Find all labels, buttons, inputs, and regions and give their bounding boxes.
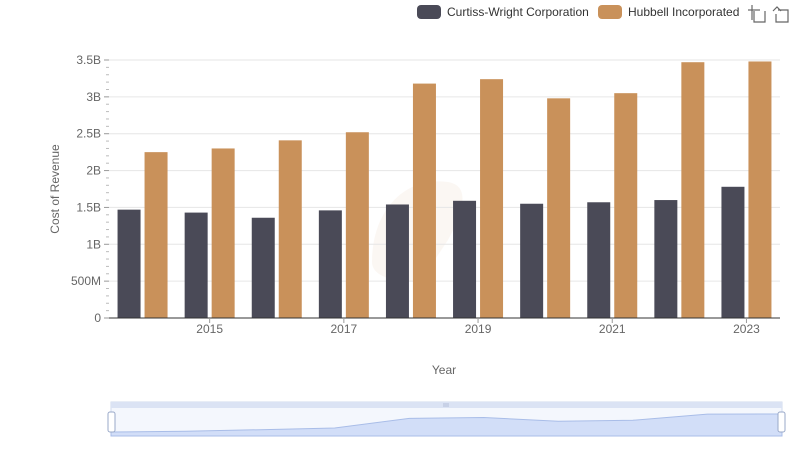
grid: [109, 59, 780, 282]
legend-label-hubbell: Hubbell Incorporated: [628, 5, 739, 19]
y-tick-label: 3.5B: [76, 53, 101, 67]
axes: [104, 59, 780, 323]
restore-arrow-icon[interactable]: [772, 6, 789, 23]
x-tick-label: 2021: [599, 322, 626, 336]
bar-hubbell-2016: [278, 140, 302, 318]
bar-hubbell-2015: [211, 148, 235, 318]
legend-item-curtiss-wright[interactable]: Curtiss-Wright Corporation: [417, 5, 589, 19]
y-tick-label: 1B: [86, 237, 101, 251]
bar-curtiss-wright-2023: [721, 186, 745, 318]
x-axis-title: Year: [432, 363, 456, 377]
bar-hubbell-2017: [345, 132, 369, 318]
y-tick-label: 0: [94, 311, 101, 325]
x-tick-label: 2015: [196, 322, 223, 336]
slider-handle-right[interactable]: [777, 411, 786, 433]
y-tick-label: 2B: [86, 164, 101, 178]
bar-curtiss-wright-2016: [251, 217, 275, 318]
bar-curtiss-wright-2019: [453, 200, 477, 318]
bar-hubbell-2014: [144, 152, 168, 318]
legend: Curtiss-Wright Corporation Hubbell Incor…: [417, 5, 739, 19]
data-zoom-slider[interactable]: [107, 401, 786, 437]
x-tick-label: 2017: [330, 322, 357, 336]
y-tick-label: 3B: [86, 90, 101, 104]
bar-curtiss-wright-2017: [318, 210, 342, 318]
y-tick-label: 500M: [71, 274, 101, 288]
slider-grip-icon: [443, 403, 449, 407]
legend-swatch-curtiss-wright: [417, 5, 441, 19]
bar-curtiss-wright-2021: [587, 202, 611, 318]
y-tick-labels: 0 500M 1B 1.5B 2B 2.5B 3B 3.5B: [71, 53, 101, 325]
bar-curtiss-wright-2022: [654, 200, 678, 318]
y-axis-title: Cost of Revenue: [48, 144, 62, 234]
bar-hubbell-2019: [480, 79, 504, 318]
bar-curtiss-wright-2020: [520, 203, 544, 318]
x-tick-label: 2023: [733, 322, 760, 336]
legend-swatch-hubbell: [598, 5, 622, 19]
x-tick-labels: 2015 2017 2019 2021 2023: [196, 322, 760, 336]
legend-item-hubbell[interactable]: Hubbell Incorporated: [598, 5, 739, 19]
legend-label-curtiss-wright: Curtiss-Wright Corporation: [447, 5, 589, 19]
bars: [117, 61, 772, 319]
bar-curtiss-wright-2014: [117, 209, 141, 318]
bar-curtiss-wright-2015: [184, 212, 208, 318]
x-tick-label: 2019: [465, 322, 492, 336]
bar-hubbell-2023: [748, 61, 772, 319]
y-tick-label: 2.5B: [76, 127, 101, 141]
bar-curtiss-wright-2018: [385, 204, 409, 318]
bar-hubbell-2018: [412, 83, 436, 319]
bar-hubbell-2021: [614, 93, 638, 319]
bar-hubbell-2020: [547, 98, 571, 319]
slider-handle-left[interactable]: [107, 411, 116, 433]
bar-hubbell-2022: [681, 62, 705, 319]
slider-top-bar[interactable]: [111, 402, 782, 408]
y-tick-label: 1.5B: [76, 200, 101, 214]
zoom-crosshair-icon[interactable]: [748, 5, 766, 23]
